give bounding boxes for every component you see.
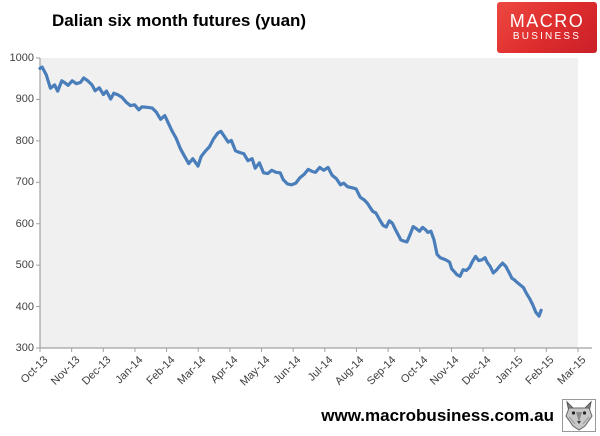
wolf-icon [562, 399, 596, 432]
price-line [38, 65, 543, 318]
y-axis-label: 500 [15, 259, 34, 272]
y-axis-label: 900 [15, 93, 34, 106]
y-axis-label: 1000 [9, 52, 34, 64]
y-axis-label: 600 [15, 217, 34, 230]
macrobusiness-logo: MACRO BUSINESS [497, 2, 597, 53]
logo-business-text: BUSINESS [512, 31, 582, 42]
y-axis-label: 300 [15, 342, 34, 354]
chart-title: Dalian six month futures (yuan) [52, 11, 307, 30]
y-axis-label: 800 [15, 134, 34, 147]
footer-url: www.macrobusiness.com.au [321, 406, 554, 425]
plot-area [40, 58, 578, 348]
y-axis-label: 700 [15, 176, 34, 189]
logo-macro-text: MACRO [509, 11, 585, 31]
y-axis-label: 400 [15, 300, 34, 313]
